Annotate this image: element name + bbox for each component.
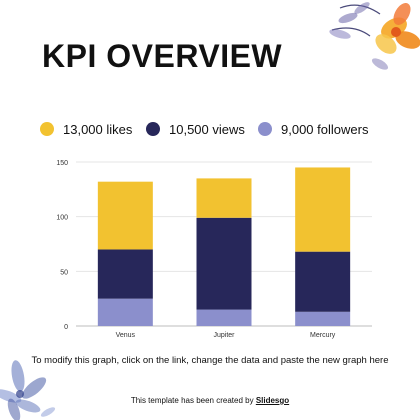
credit-prefix: This template has been created by <box>130 396 254 405</box>
flower-top-right-icon <box>329 2 420 70</box>
y-tick-label-150: 150 <box>56 160 68 167</box>
bar-jupiter-segment-1 <box>196 217 252 310</box>
chart-legend: 13,000 likes 10,500 views 9,000 follower… <box>0 118 420 142</box>
x-tick-label-mercury: Mercury <box>310 332 336 339</box>
slidesgo-link[interactable]: Slidesgo <box>255 396 290 405</box>
bar-venus-segment-1 <box>97 249 153 299</box>
legend-swatch-views <box>146 122 160 136</box>
legend-item-likes: 13,000 likes <box>40 118 132 140</box>
flower-bottom-left-icon <box>0 360 56 420</box>
legend-label-likes: 13,000 likes <box>63 121 133 137</box>
template-credit: This template has been created by Slides… <box>0 396 420 405</box>
y-tick-label-100: 100 <box>56 215 68 222</box>
bar-jupiter-segment-2 <box>196 178 252 218</box>
x-tick-label-venus: Venus <box>116 332 136 339</box>
bar-mercury-segment-2 <box>295 167 351 252</box>
page-title: KPI OVERVIEW <box>42 38 283 74</box>
x-tick-label-jupiter: Jupiter <box>213 332 235 339</box>
y-tick-label-50: 50 <box>60 269 68 276</box>
legend-swatch-likes <box>40 122 54 136</box>
bar-mercury-segment-0 <box>295 311 351 326</box>
legend-label-followers: 9,000 followers <box>281 121 369 137</box>
y-tick-label-0: 0 <box>64 324 68 331</box>
bar-venus-segment-0 <box>97 298 153 326</box>
bar-venus-segment-2 <box>97 181 153 250</box>
stacked-bar-chart: 0 50 100 150 Venus Jupiter Mercury <box>56 160 372 339</box>
legend-item-views: 10,500 views <box>146 118 245 140</box>
bar-mercury-segment-1 <box>295 251 351 312</box>
legend-swatch-followers <box>258 122 272 136</box>
chart-footnote: To modify this graph, click on the link,… <box>31 355 389 366</box>
legend-label-views: 10,500 views <box>169 121 245 137</box>
bar-jupiter-segment-0 <box>196 309 252 326</box>
legend-item-followers: 9,000 followers <box>258 118 368 140</box>
